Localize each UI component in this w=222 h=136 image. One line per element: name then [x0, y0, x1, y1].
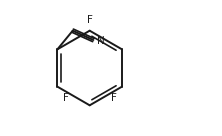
- Text: N: N: [97, 36, 104, 46]
- Text: F: F: [63, 93, 69, 103]
- Text: F: F: [111, 93, 117, 103]
- Text: F: F: [87, 15, 93, 25]
